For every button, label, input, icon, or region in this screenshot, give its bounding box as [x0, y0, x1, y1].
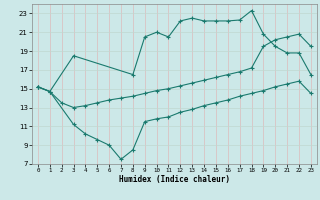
- X-axis label: Humidex (Indice chaleur): Humidex (Indice chaleur): [119, 175, 230, 184]
